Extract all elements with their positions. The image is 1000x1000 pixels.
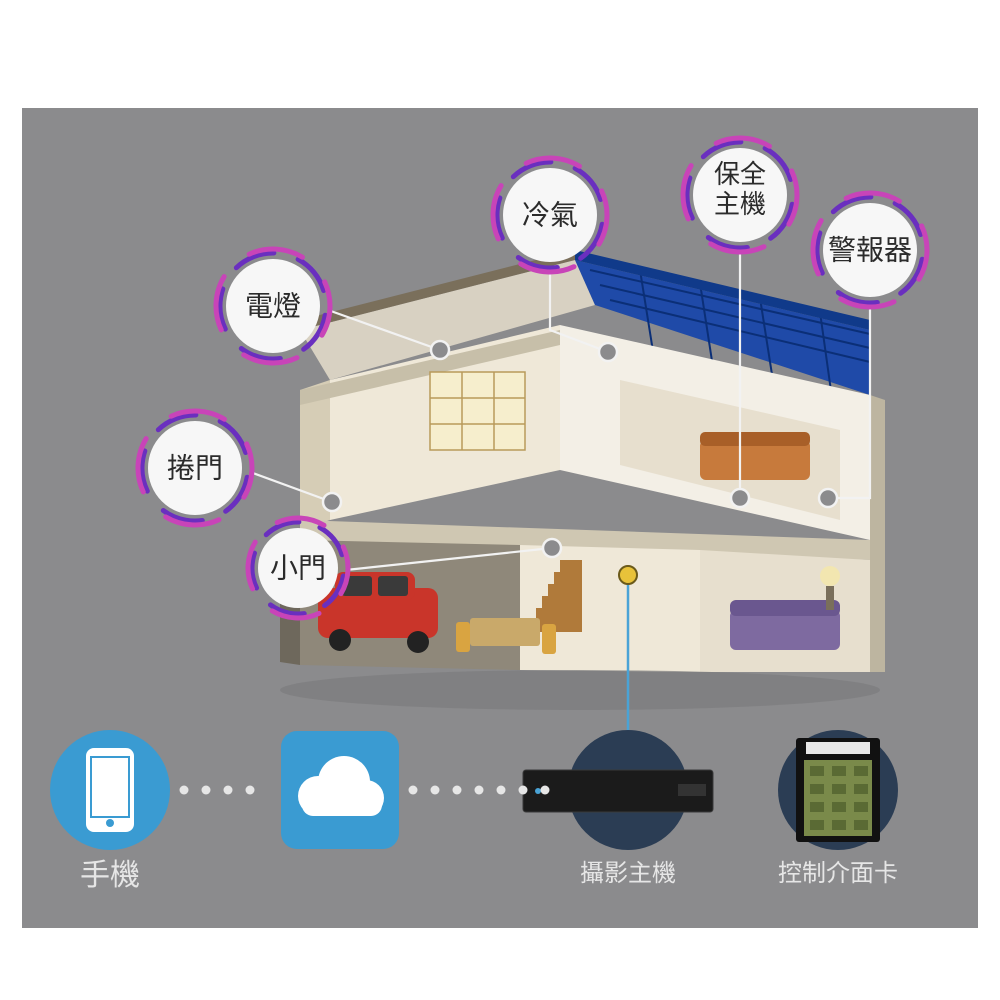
bottom-label: 攝影主機	[580, 860, 676, 887]
bubble-label: 電燈	[245, 291, 301, 322]
bottom-cloud	[281, 731, 399, 849]
bottom-nvr: 攝影主機	[523, 730, 713, 887]
bubble-label: 警報器	[828, 235, 912, 266]
bubble-label: 小門	[270, 553, 326, 584]
bubble-alarm: 警報器	[794, 174, 945, 325]
bottom-label: 手機	[80, 859, 140, 892]
bubble-security: 保全主機	[664, 119, 815, 270]
bubble-rolldoor: 捲門	[119, 392, 270, 543]
dotted-link	[180, 786, 255, 795]
bottom-phone: 手機	[50, 730, 170, 892]
bubble-label: 保全	[714, 159, 766, 189]
diagram-svg: 電燈捲門小門冷氣保全主機警報器 手機攝影主機控制介面卡	[0, 0, 1000, 1000]
infographic-canvas: 電燈捲門小門冷氣保全主機警報器 手機攝影主機控制介面卡	[0, 0, 1000, 1000]
bottom-controller: 控制介面卡	[778, 730, 898, 887]
bubble-label: 主機	[714, 189, 766, 219]
house-illustration	[280, 250, 885, 710]
bubble-label: 捲門	[167, 453, 223, 484]
bottom-label: 控制介面卡	[778, 860, 898, 887]
bubble-label: 冷氣	[522, 200, 578, 231]
bottom-row: 手機 攝影主機 控制介面卡	[50, 730, 898, 892]
